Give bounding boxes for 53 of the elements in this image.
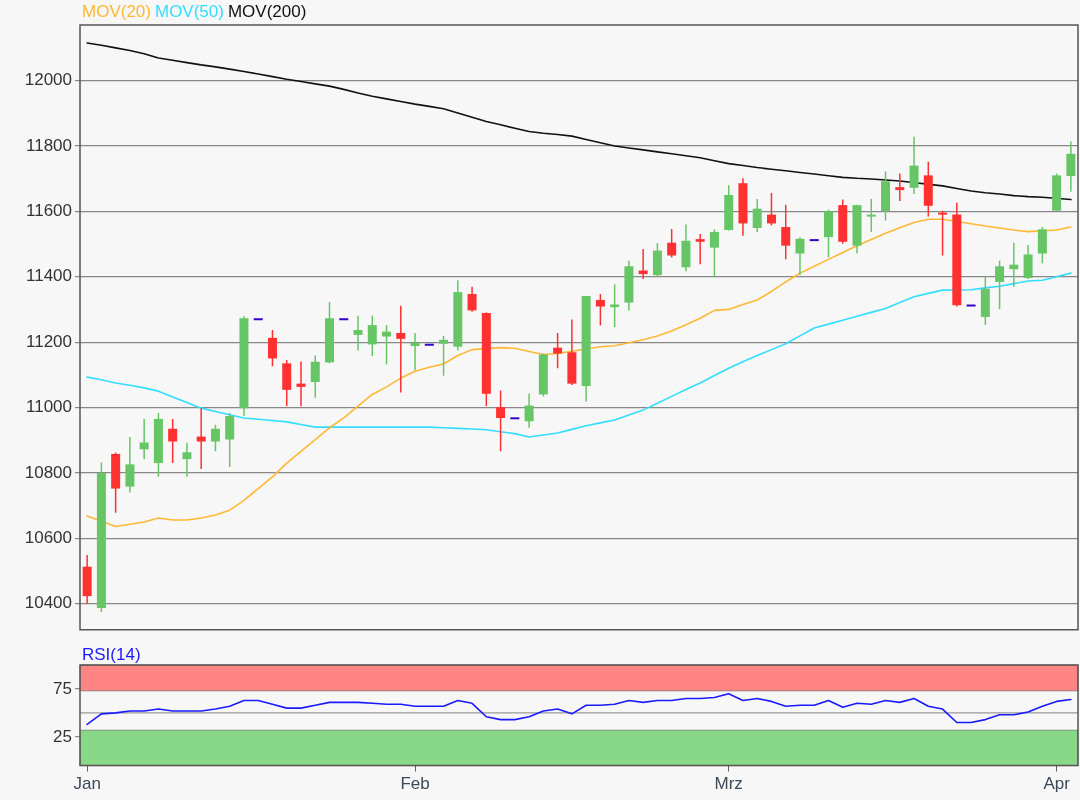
- candlestick: [524, 392, 534, 429]
- candlestick: [396, 305, 406, 394]
- text: MOV(20): [82, 2, 151, 21]
- text: RSI(14): [82, 645, 141, 664]
- candlestick: [766, 192, 776, 227]
- x-tick-label: Feb: [400, 774, 430, 794]
- candlestick: [752, 198, 762, 233]
- candlestick: [125, 436, 135, 494]
- candlestick: [667, 228, 677, 259]
- candlestick: [781, 204, 791, 261]
- text: MOV(50): [154, 2, 224, 21]
- y-tick-label: 11600: [25, 201, 72, 221]
- candlestick: [310, 354, 320, 399]
- candlestick: [938, 209, 948, 257]
- candlestick: [439, 335, 449, 377]
- y-tick-label: 11200: [25, 331, 72, 351]
- y-tick-label: 10800: [24, 462, 72, 482]
- candlestick: [995, 259, 1005, 310]
- candlestick: [496, 389, 506, 453]
- y-tick-label: 11800: [25, 135, 72, 155]
- candlestick: [895, 172, 905, 202]
- x-tick-label: Jan: [73, 774, 101, 794]
- y-tick-label: 12000: [24, 70, 72, 90]
- candlestick: [225, 412, 235, 468]
- candlestick: [382, 324, 392, 366]
- candlestick: [168, 418, 178, 464]
- y-tick-label: 11000: [25, 397, 72, 417]
- candlestick: [210, 424, 220, 453]
- candlestick: [595, 293, 605, 327]
- candlestick: [182, 442, 192, 478]
- candlestick: [795, 236, 805, 276]
- candlestick: [553, 332, 563, 370]
- candlestick: [410, 332, 420, 371]
- candlestick: [353, 314, 363, 352]
- candlestick: [139, 418, 149, 460]
- candlestick: [709, 228, 719, 278]
- y-tick-label: 75: [53, 678, 72, 698]
- y-tick-label: 25: [53, 726, 72, 746]
- text: MOV(200): [227, 2, 307, 21]
- x-tick-label: Mrz: [714, 774, 743, 794]
- candlestick: [467, 286, 477, 313]
- candlestick: [367, 314, 377, 357]
- y-tick-label: 10600: [24, 527, 72, 547]
- candlestick: [695, 233, 705, 266]
- x-tick-label: Apr: [1043, 774, 1071, 794]
- y-tick-label: 10400: [24, 593, 72, 613]
- candlestick: [909, 136, 919, 195]
- y-tick-label: 11400: [25, 266, 72, 286]
- candlestick: [296, 360, 306, 407]
- candlestick: [866, 198, 876, 233]
- candlestick: [1023, 244, 1033, 280]
- candlestick: [267, 329, 277, 368]
- candlestick: [1066, 140, 1076, 193]
